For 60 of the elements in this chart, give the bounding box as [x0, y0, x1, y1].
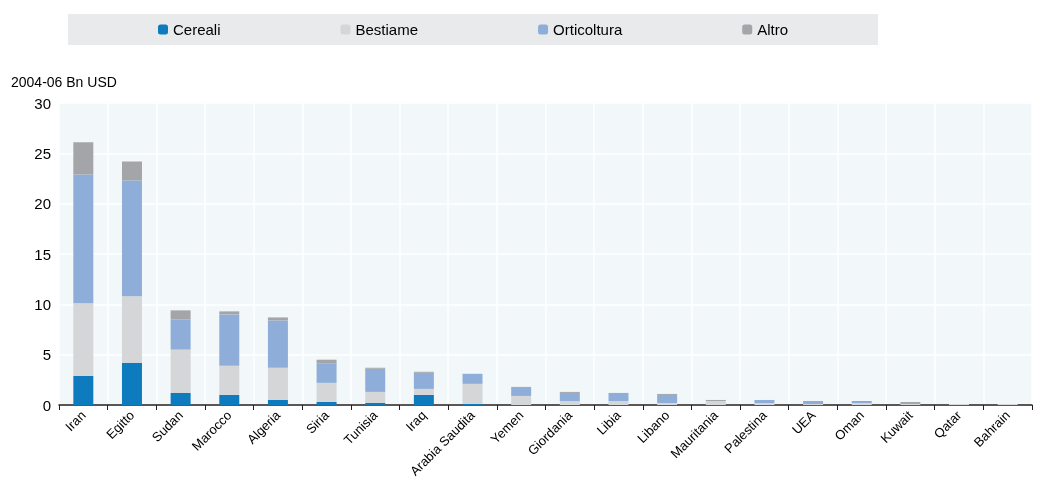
- bar: [754, 399, 775, 403]
- bar: [170, 392, 191, 405]
- bar: [559, 392, 580, 401]
- bar: [73, 375, 94, 405]
- y-tick-label: 5: [42, 346, 51, 364]
- bar: [267, 320, 288, 368]
- bar: [121, 180, 142, 297]
- bar: [121, 362, 142, 405]
- y-tick-label: 0: [42, 396, 51, 414]
- x-tick-label: UEA: [788, 407, 819, 438]
- y-tick-label: 25: [34, 144, 51, 162]
- bar: [608, 393, 629, 401]
- x-tick-label: Libia: [593, 407, 625, 438]
- y-axis-title: 2004-06 Bn USD: [11, 74, 117, 90]
- bar: [121, 296, 142, 363]
- bar: [803, 400, 824, 404]
- bar: [462, 373, 483, 384]
- bar: [413, 394, 434, 405]
- legend-label: Bestiame: [355, 21, 419, 38]
- bar: [73, 174, 94, 304]
- bar: [316, 401, 337, 405]
- bar: [316, 363, 337, 383]
- bar: [170, 319, 191, 350]
- x-tick-label: Iran: [62, 407, 89, 435]
- legend-label: Altro: [757, 21, 789, 38]
- bar: [462, 383, 483, 404]
- bar: [219, 394, 240, 405]
- bar: [365, 368, 386, 392]
- x-tick-label: Iraq: [402, 407, 430, 435]
- bar: [365, 391, 386, 403]
- bar: [316, 382, 337, 402]
- bar: [511, 395, 532, 405]
- bar: [413, 372, 434, 389]
- y-tick-label: 20: [34, 195, 51, 213]
- bar: [267, 399, 288, 405]
- legend-label: Cereali: [173, 21, 221, 38]
- bar: [219, 314, 240, 366]
- bar: [413, 388, 434, 395]
- bar: [121, 161, 142, 181]
- bar: [608, 400, 629, 405]
- bar: [657, 394, 678, 403]
- bar: [365, 402, 386, 405]
- y-tick-label: 10: [34, 295, 51, 313]
- bar: [219, 311, 240, 315]
- x-tick-label: Siria: [302, 407, 333, 437]
- legend-label: Orticoltura: [553, 21, 623, 38]
- bar: [267, 317, 288, 321]
- bar: [170, 310, 191, 320]
- bar: [657, 402, 678, 405]
- y-tick-label: 30: [34, 94, 51, 112]
- bar: [170, 349, 191, 393]
- bar: [316, 359, 337, 364]
- bar: [73, 142, 94, 175]
- bar: [73, 303, 94, 376]
- bar: [267, 367, 288, 400]
- bar: [219, 365, 240, 395]
- bar: [511, 387, 532, 396]
- y-tick-label: 15: [34, 245, 51, 263]
- bar: [705, 400, 726, 405]
- bar: [559, 400, 580, 405]
